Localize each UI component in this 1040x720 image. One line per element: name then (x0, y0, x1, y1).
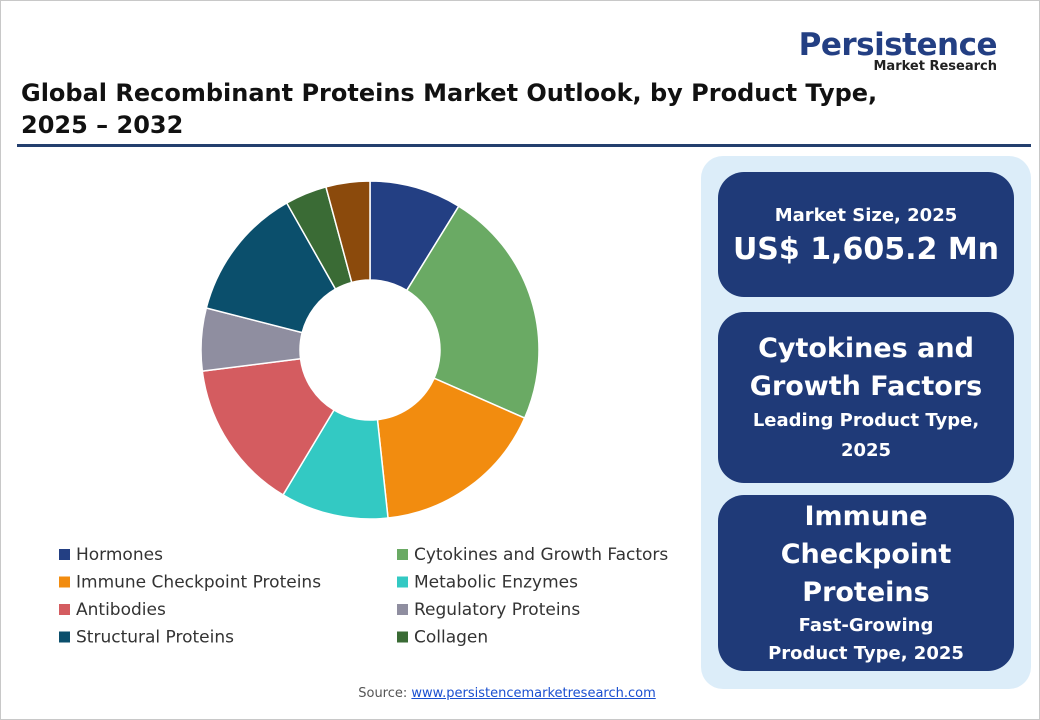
legend-label: Regulatory Proteins (414, 600, 580, 620)
summary-panel: Market Size, 2025 US$ 1,605.2 Mn Cytokin… (701, 156, 1031, 689)
legend-swatch (59, 576, 70, 588)
legend-label: Metabolic Enzymes (414, 573, 578, 593)
legend-swatch (59, 631, 70, 643)
chart: Hormones Cytokines and Growth Factors Immu… (59, 180, 668, 648)
donut-slice (324, 180, 371, 284)
legend-label: Immune Checkpoint Proteins (76, 573, 321, 593)
legend-label: Hormones (76, 545, 163, 565)
card-value: US$ 1,605.2 Mn (732, 231, 1000, 267)
legend-swatch (397, 549, 408, 560)
card-title: Immune Checkpoint Proteins (780, 501, 952, 608)
logo-tagline: Market Research (873, 59, 998, 74)
card-subtitle: Fast-Growing Product Type, 2025 (768, 615, 964, 664)
card: Market Size, 2025 US$ 1,605.2 Mn (718, 172, 1014, 297)
card-label: Market Size, 2025 (774, 204, 958, 226)
legend-label: Collagen (414, 628, 488, 648)
legend-swatch (397, 604, 408, 615)
donut-slice (405, 205, 540, 420)
chart-title: Global Recombinant Proteins Market Outlo… (21, 79, 878, 139)
source-link[interactable]: www.persistencemarketresearch.com (411, 686, 656, 701)
card-title: Cytokines and Growth Factors (749, 332, 983, 402)
card-subtitle: Leading Product Type, 2025 (752, 409, 980, 461)
legend-label: Structural Proteins (76, 628, 234, 648)
legend-swatch (59, 604, 70, 615)
source-label: Source: (358, 686, 408, 701)
legend-label: Cytokines and Growth Factors (414, 545, 668, 565)
legend-swatch (397, 631, 408, 643)
source: Source: www.persistencemarketresearch.co… (1, 686, 1013, 701)
donut-slice (376, 377, 526, 519)
legend-swatch (397, 576, 408, 588)
logo-name: Persistence (798, 27, 998, 63)
donut-slice (201, 357, 336, 496)
card: Immune Checkpoint Proteins Fast-Growing … (718, 495, 1014, 671)
title-rule (17, 144, 1031, 147)
card: Cytokines and Growth Factors Leading Pro… (718, 312, 1014, 483)
legend-label: Antibodies (76, 600, 166, 620)
legend-swatch (59, 549, 70, 560)
